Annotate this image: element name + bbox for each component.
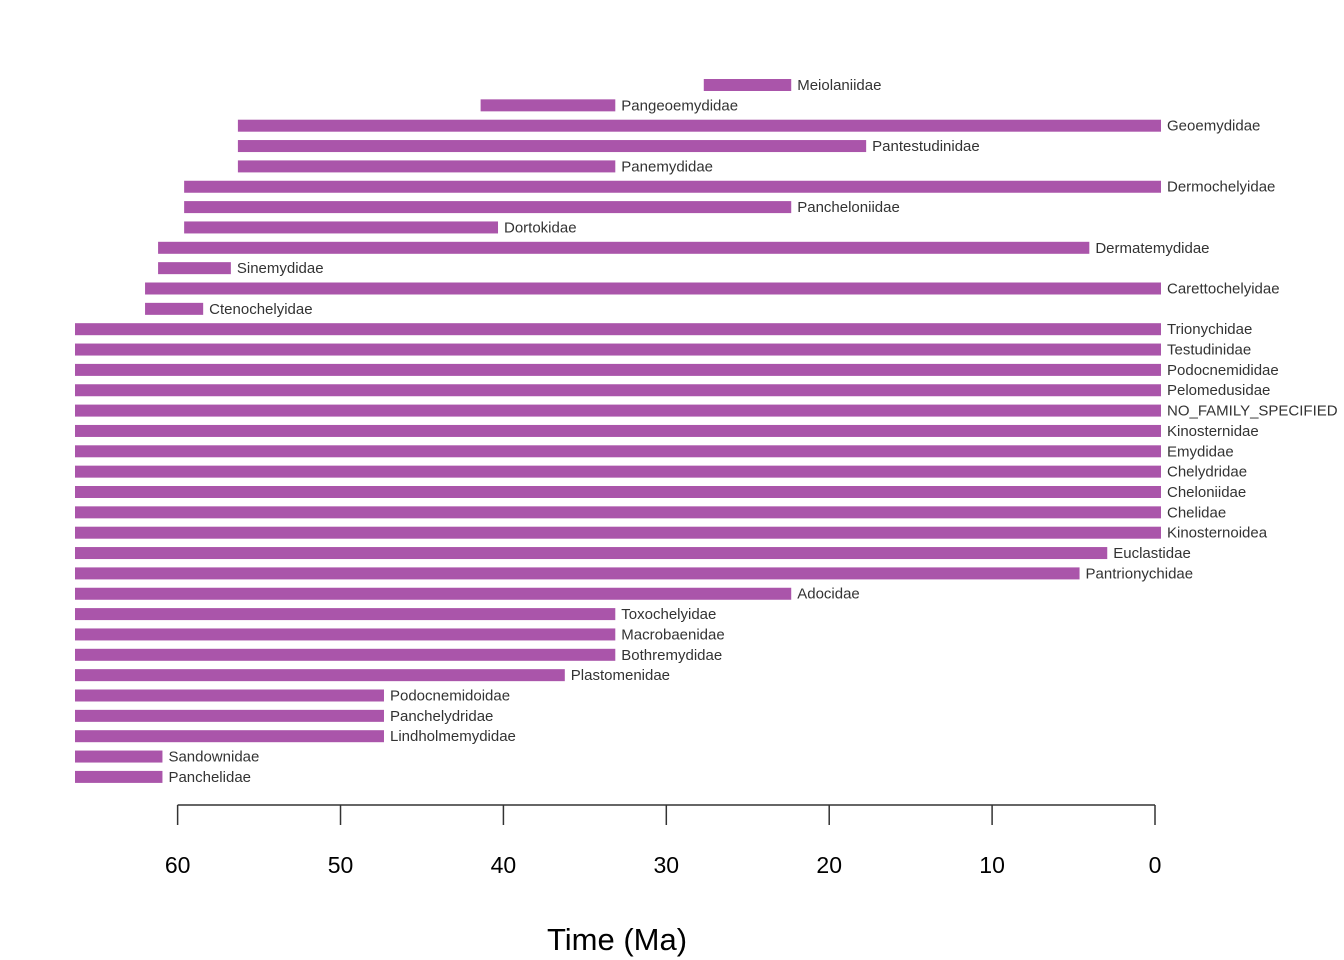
bar-label: Pelomedusidae <box>1167 382 1270 399</box>
bar-label: Podocnemididae <box>1167 362 1279 379</box>
bar-label: NO_FAMILY_SPECIFIED <box>1167 403 1338 420</box>
bar <box>184 221 499 234</box>
bar-label: Chelydridae <box>1167 464 1247 481</box>
bar-label: Sandownidae <box>168 749 259 766</box>
x-tick-label: 10 <box>979 852 1005 878</box>
x-tick-label: 20 <box>816 852 842 878</box>
bar-label: Podocnemidoidae <box>390 687 510 704</box>
bar-label: Pangeoemydidae <box>621 97 738 114</box>
x-tick-label: 50 <box>328 852 354 878</box>
bar <box>75 404 1161 417</box>
bar <box>75 343 1161 356</box>
bar <box>145 302 204 315</box>
bar <box>75 384 1161 397</box>
bar <box>184 201 792 214</box>
bar <box>75 628 616 641</box>
bar <box>75 445 1161 458</box>
bar <box>75 587 792 600</box>
bar <box>237 160 616 173</box>
bar-label: Testudinidae <box>1167 342 1251 359</box>
bar-label: Geoemydidae <box>1167 118 1260 135</box>
bar-label: Euclastidae <box>1113 545 1191 562</box>
bar <box>158 262 231 275</box>
bar-label: Toxochelyidae <box>621 606 716 623</box>
bar <box>75 424 1161 437</box>
bar <box>75 486 1161 498</box>
bar-label: Panchelidae <box>168 769 251 786</box>
bar-label: Kinosternoidea <box>1167 525 1268 542</box>
bar <box>237 140 867 153</box>
x-tick-label: 0 <box>1149 852 1162 878</box>
bar-label: Pancheloniidae <box>797 199 900 216</box>
bar <box>75 608 616 621</box>
bar-label: Bothremydidae <box>621 647 722 664</box>
bar <box>75 547 1108 560</box>
bar-label: Carettochelyidae <box>1167 280 1280 297</box>
x-axis-title: Time (Ma) <box>547 922 687 957</box>
bar <box>237 119 1161 132</box>
bar-label: Pantestudinidae <box>872 138 980 155</box>
bar-label: Dermochelyidae <box>1167 179 1275 196</box>
bar-label: Chelidae <box>1167 504 1226 521</box>
bar <box>75 648 616 661</box>
bar-label: Trionychidae <box>1167 321 1252 338</box>
bar <box>703 79 792 91</box>
bar <box>158 241 1090 254</box>
bar-label: Macrobaenidae <box>621 626 724 643</box>
bar <box>75 567 1080 580</box>
bar <box>145 282 1162 295</box>
bar <box>480 99 616 112</box>
bar-label: Adocidae <box>797 586 860 603</box>
bar <box>184 180 1162 193</box>
bar <box>75 770 163 783</box>
bar-label: Dermatemydidae <box>1095 240 1209 257</box>
bar-label: Panemydidae <box>621 158 713 175</box>
bar-label: Sinemydidae <box>237 260 324 277</box>
bar-label: Pantrionychidae <box>1086 565 1194 582</box>
bar <box>75 363 1161 376</box>
bar <box>75 730 384 743</box>
bar <box>75 709 384 722</box>
bar <box>75 689 384 702</box>
bar-label: Dortokidae <box>504 219 577 236</box>
bar-label: Lindholmemydidae <box>390 728 516 745</box>
bar <box>75 526 1161 539</box>
bar-label: Emydidae <box>1167 443 1234 460</box>
bar <box>75 506 1161 519</box>
bar <box>75 750 163 763</box>
bar <box>75 323 1161 336</box>
bar-label: Meiolaniidae <box>797 77 881 94</box>
bar-label: Cheloniidae <box>1167 484 1246 501</box>
bar-label: Kinosternidae <box>1167 423 1259 440</box>
x-tick-label: 30 <box>654 852 680 878</box>
bar-label: Panchelydridae <box>390 708 493 725</box>
bar-label: Ctenochelyidae <box>209 301 312 318</box>
x-tick-label: 40 <box>491 852 517 878</box>
bar <box>75 669 565 682</box>
bar <box>75 465 1161 478</box>
bar-label: Plastomenidae <box>571 667 670 684</box>
x-tick-label: 60 <box>165 852 191 878</box>
